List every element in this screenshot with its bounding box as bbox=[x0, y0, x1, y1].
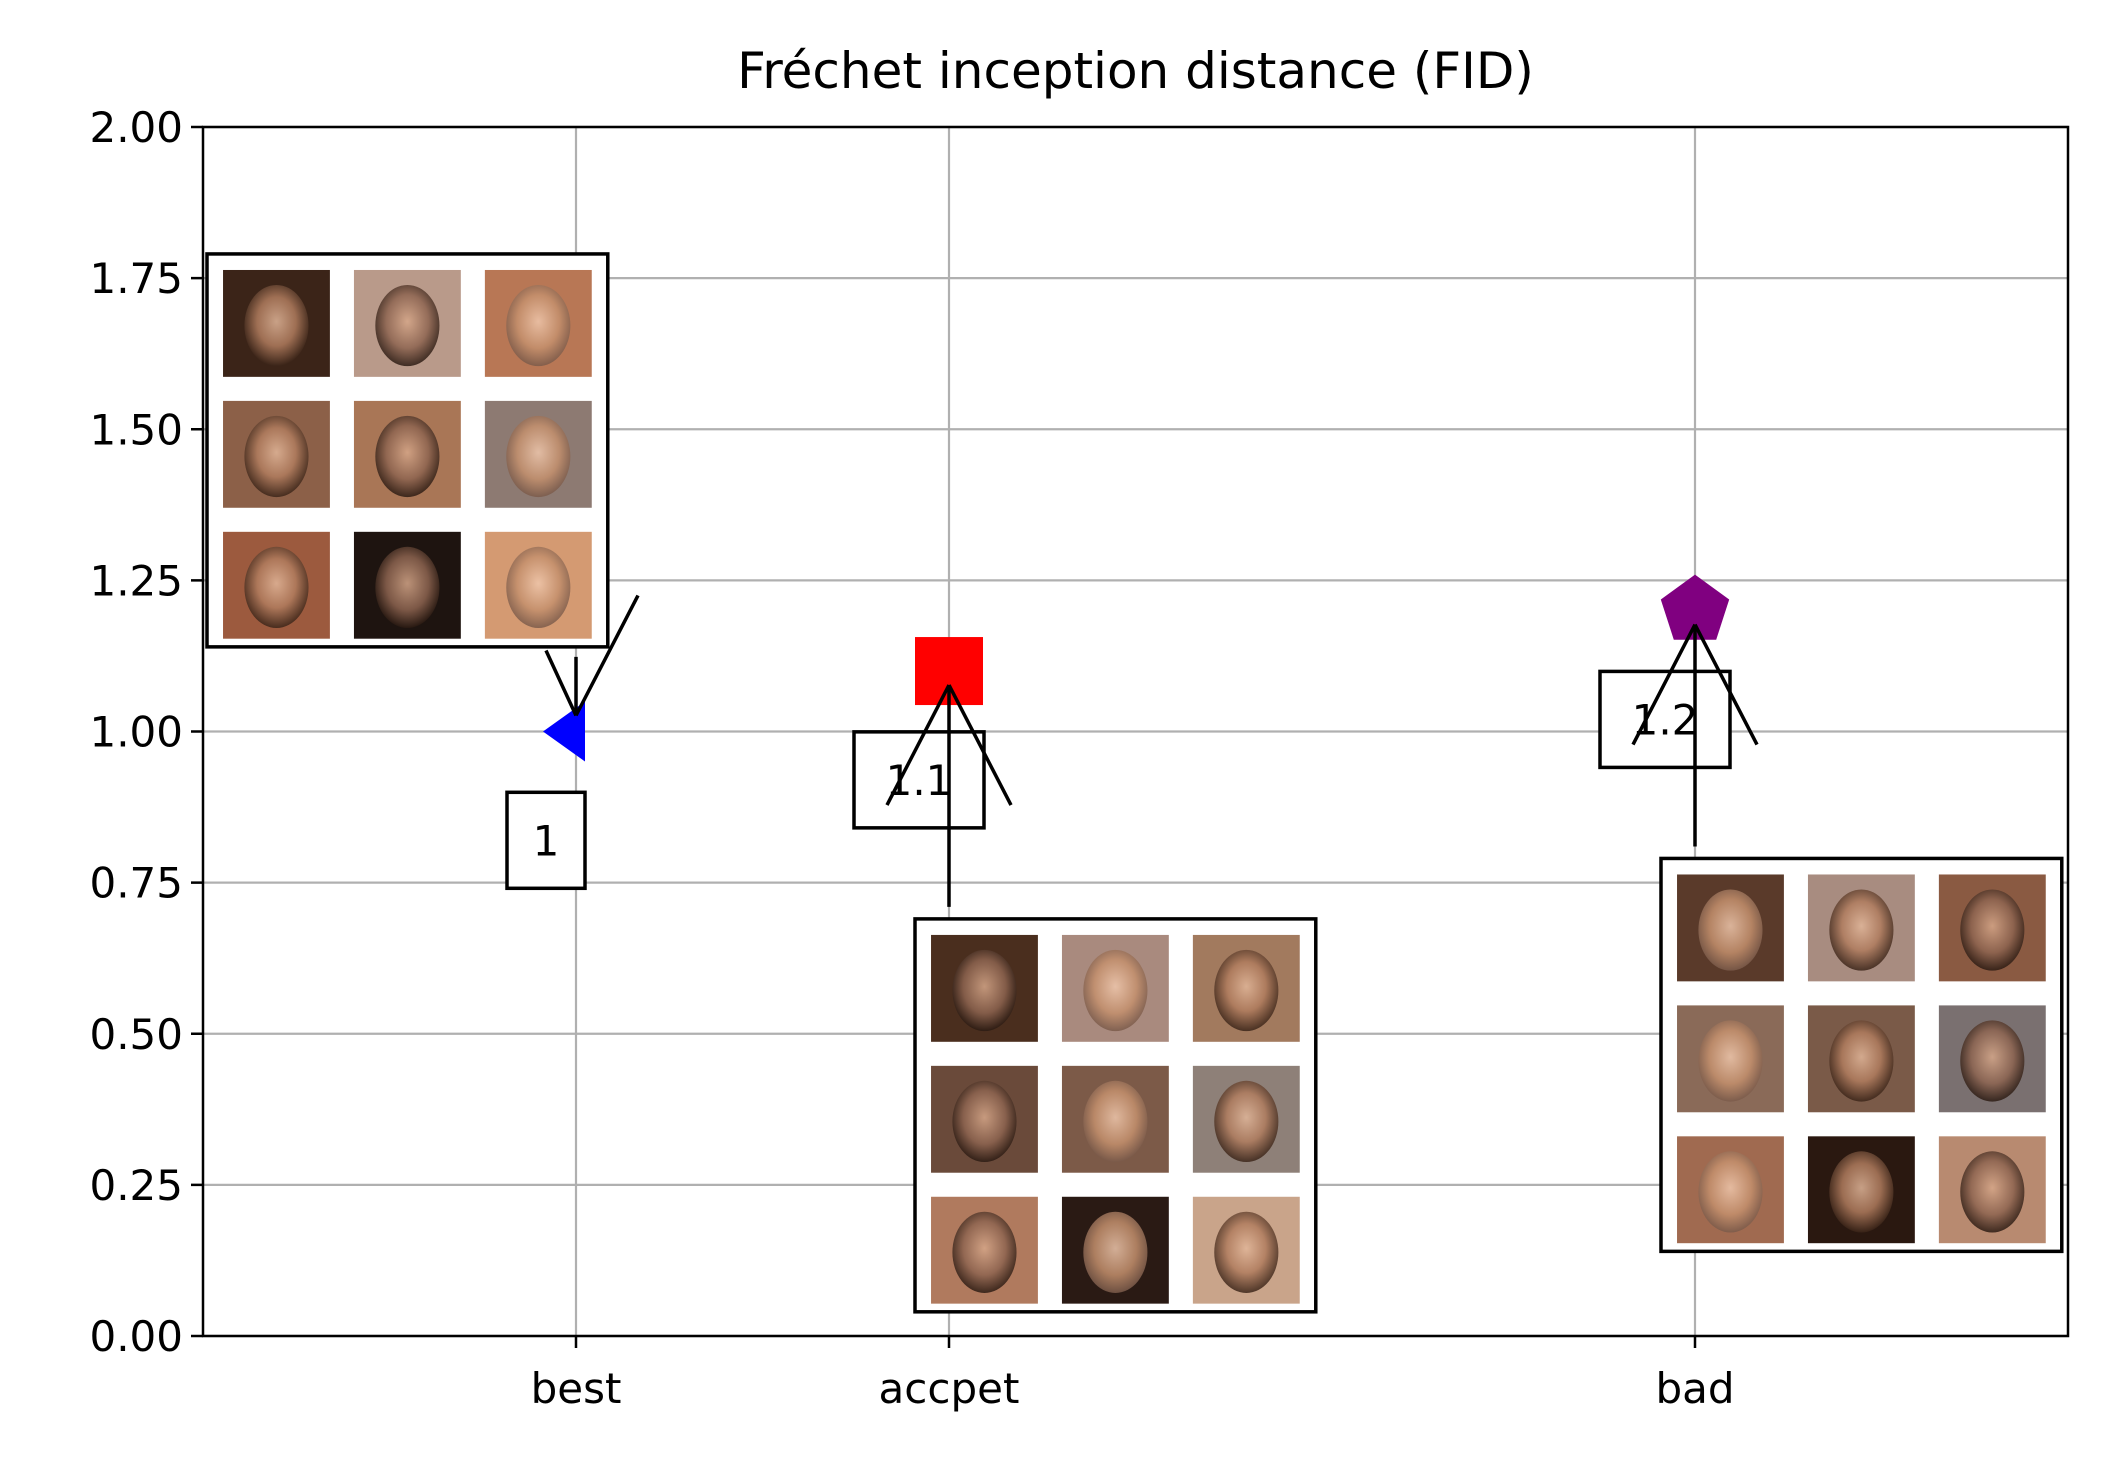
value-label-box bbox=[1598, 669, 1732, 770]
face-shape bbox=[244, 546, 309, 629]
face-shape bbox=[244, 415, 309, 498]
face-shape bbox=[1214, 1211, 1279, 1293]
face-shape bbox=[1829, 1151, 1894, 1233]
face-shape bbox=[1698, 1151, 1763, 1233]
point-best-marker bbox=[543, 701, 585, 762]
x-tick-label: bad bbox=[1655, 1364, 1734, 1413]
face-shape bbox=[1214, 949, 1279, 1032]
face-shape bbox=[1083, 1080, 1148, 1163]
face-shape bbox=[1960, 1151, 2025, 1233]
face-shape bbox=[375, 284, 440, 367]
face-shape bbox=[1829, 889, 1894, 971]
y-tick-label: 1.00 bbox=[89, 708, 183, 757]
face-shape bbox=[1960, 1020, 2025, 1102]
value-label: 1.1 bbox=[886, 756, 953, 805]
face-shape bbox=[952, 1211, 1017, 1293]
y-tick-label: 0.50 bbox=[89, 1010, 183, 1059]
value-label-box bbox=[505, 790, 587, 891]
image-insets bbox=[205, 252, 2064, 1314]
y-tick-label: 0.25 bbox=[89, 1161, 183, 1210]
inset-image-grid bbox=[913, 917, 1318, 1314]
point-bad-marker bbox=[1660, 574, 1730, 640]
face-shape bbox=[1698, 1020, 1763, 1102]
face-shape bbox=[375, 546, 440, 629]
face-shape bbox=[506, 415, 571, 498]
y-tick-label: 1.50 bbox=[89, 405, 183, 454]
value-label: 1 bbox=[533, 816, 560, 865]
face-shape bbox=[1214, 1080, 1279, 1163]
y-tick-label: 0.00 bbox=[89, 1312, 183, 1361]
y-tick-label: 2.00 bbox=[89, 103, 183, 152]
x-tick-label: accpet bbox=[879, 1364, 1020, 1413]
face-shape bbox=[952, 949, 1017, 1032]
annotation-arrow bbox=[1631, 623, 1759, 847]
face-shape bbox=[375, 415, 440, 498]
annotation-arrow bbox=[885, 684, 1013, 907]
face-shape bbox=[506, 284, 571, 367]
value-label: 1.2 bbox=[1632, 695, 1699, 744]
y-tick-label: 1.75 bbox=[89, 254, 183, 303]
value-label-box bbox=[852, 730, 986, 830]
chart-title: Fréchet inception distance (FID) bbox=[737, 42, 1534, 100]
face-shape bbox=[1083, 949, 1148, 1032]
face-shape bbox=[1698, 889, 1763, 971]
face-shape bbox=[1083, 1211, 1148, 1293]
axes: 0.00 0.25 0.50 0.75 1.00 1.25 1.50 1.75 2.00 best… bbox=[89, 103, 1734, 1413]
face-shape bbox=[952, 1080, 1017, 1163]
annotation-arrow bbox=[544, 594, 640, 717]
inset-image-grid bbox=[1659, 856, 2064, 1254]
face-shape bbox=[1829, 1020, 1894, 1102]
inset-image-grid bbox=[205, 252, 610, 649]
y-tick-label: 0.75 bbox=[89, 859, 183, 908]
face-shape bbox=[1960, 889, 2025, 971]
value-annotations: 1 1.1 1.2 bbox=[505, 594, 1759, 907]
y-tick-label: 1.25 bbox=[89, 556, 183, 605]
face-shape bbox=[244, 284, 309, 367]
data-markers bbox=[543, 574, 1730, 762]
x-tick-label: best bbox=[531, 1364, 622, 1413]
face-shape bbox=[506, 546, 571, 629]
